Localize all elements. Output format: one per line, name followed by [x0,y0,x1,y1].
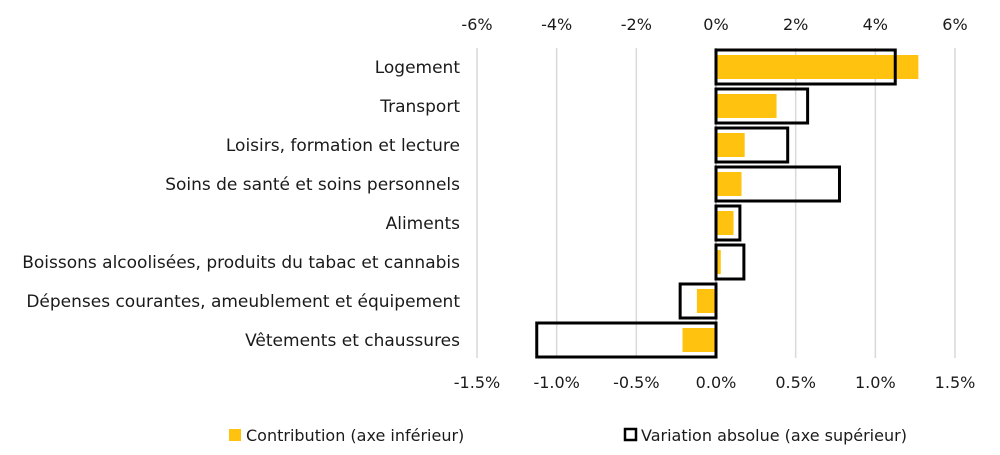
label-layer: -6% -4% -2% 0% 2% 4% 6% -1.5% -1.0% -0.5% 0.0% 0.5%… [22,15,975,392]
bottom-axis-tick-label: -1.5% [454,373,500,392]
category-label: Dépenses courantes, ameublement et équip… [26,292,460,312]
variation-bar [714,165,841,203]
variation-bar [714,126,790,164]
contribution-bar [716,250,721,274]
contribution-bar [716,94,777,118]
variation-bar [535,321,718,359]
top-axis-tick-label: 0% [703,15,728,34]
contribution-bar [716,133,745,157]
bar-layer [535,48,919,359]
top-axis-tick-label: 2% [783,15,808,34]
legend-label-variation: Variation absolue (axe supérieur) [641,426,907,445]
bottom-axis-tick-label: 1.5% [935,373,976,392]
bottom-axis-tick-label: 1.0% [855,373,896,392]
bottom-axis-tick-label: -0.5% [613,373,659,392]
top-axis-tick-label: -6% [461,15,492,34]
category-label: Transport [379,97,460,117]
legend-swatch-variation [623,427,638,442]
variation-bar [678,282,718,320]
legend-label-contribution: Contribution (axe inférieur) [246,426,464,445]
contribution-bar [716,55,919,79]
top-axis-tick-label: 4% [863,15,888,34]
variation-bar [714,48,897,86]
top-axis-tick-label: 6% [942,15,967,34]
contribution-bar [696,289,716,313]
legend-swatch-contribution [229,429,241,441]
category-label: Vêtements et chaussures [245,331,460,351]
contribution-bar [716,211,734,235]
bottom-axis-tick-label: -1.0% [533,373,579,392]
variation-bar [714,87,810,125]
bottom-axis-tick-label: 0.0% [696,373,737,392]
variation-bar [714,204,742,242]
contribution-bar [716,172,742,196]
top-axis-tick-label: -4% [541,15,572,34]
category-label: Loisirs, formation et lecture [226,136,460,156]
bottom-axis-tick-label: 0.5% [775,373,816,392]
category-label: Logement [375,58,461,78]
variation-bar [714,243,746,281]
category-label: Aliments [386,214,461,234]
category-label: Boissons alcoolisées, produits du tabac … [22,253,460,273]
legend: Contribution (axe inférieur) Variation ab… [229,426,907,445]
contribution-bar [682,328,716,352]
category-label: Soins de santé et soins personnels [165,175,460,195]
top-axis-tick-label: -2% [621,15,652,34]
